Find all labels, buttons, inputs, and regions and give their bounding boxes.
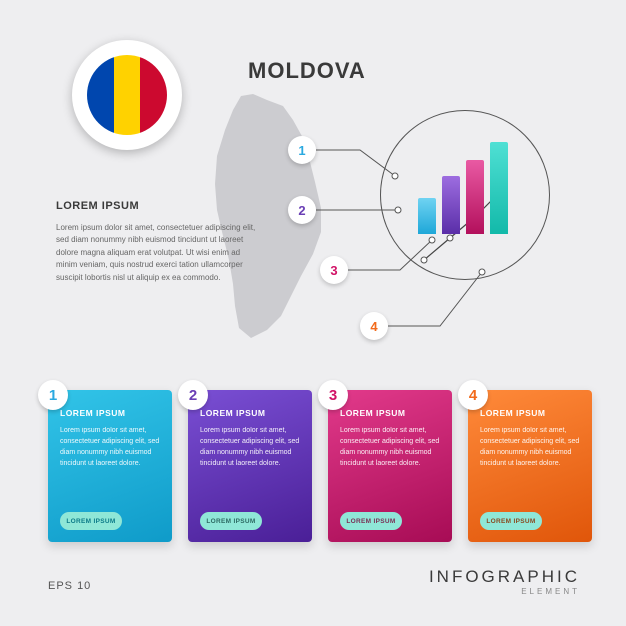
marker-2: 2 bbox=[288, 196, 316, 224]
card-1: 1LOREM IPSUMLorem ipsum dolor sit amet, … bbox=[48, 390, 172, 542]
card-title: LOREM IPSUM bbox=[340, 408, 440, 418]
card-body: Lorem ipsum dolor sit amet, consectetuer… bbox=[200, 426, 300, 469]
card-2: 2LOREM IPSUMLorem ipsum dolor sit amet, … bbox=[188, 390, 312, 542]
card-body: Lorem ipsum dolor sit amet, consectetuer… bbox=[60, 426, 160, 469]
card-body: Lorem ipsum dolor sit amet, consectetuer… bbox=[340, 426, 440, 469]
chart-bar bbox=[466, 160, 484, 234]
card-title: LOREM IPSUM bbox=[480, 408, 580, 418]
marker-4: 4 bbox=[360, 312, 388, 340]
card-badge: 4 bbox=[458, 380, 488, 410]
intro-body: Lorem ipsum dolor sit amet, consectetuer… bbox=[56, 222, 256, 284]
chart-bar bbox=[442, 176, 460, 234]
card-button[interactable]: LOREM IPSUM bbox=[480, 512, 542, 530]
card-button[interactable]: LOREM IPSUM bbox=[200, 512, 262, 530]
card-button[interactable]: LOREM IPSUM bbox=[60, 512, 122, 530]
card-title: LOREM IPSUM bbox=[60, 408, 160, 418]
flag-disc bbox=[72, 40, 182, 150]
card-4: 4LOREM IPSUMLorem ipsum dolor sit amet, … bbox=[468, 390, 592, 542]
card-button[interactable]: LOREM IPSUM bbox=[340, 512, 402, 530]
footer-line1: INFOGRAPHIC bbox=[429, 567, 580, 587]
bar-chart bbox=[380, 110, 550, 280]
eps-badge: EPS 10 bbox=[48, 580, 91, 592]
intro-text: LOREM IPSUM Lorem ipsum dolor sit amet, … bbox=[56, 200, 256, 284]
card-title: LOREM IPSUM bbox=[200, 408, 300, 418]
card-badge: 1 bbox=[38, 380, 68, 410]
card-body: Lorem ipsum dolor sit amet, consectetuer… bbox=[480, 426, 580, 469]
chart-bar bbox=[418, 198, 436, 234]
footer-branding: INFOGRAPHIC ELEMENT bbox=[429, 567, 580, 596]
footer-line2: ELEMENT bbox=[429, 587, 580, 596]
cards-row: 1LOREM IPSUMLorem ipsum dolor sit amet, … bbox=[48, 390, 592, 542]
flag-icon bbox=[87, 55, 167, 135]
marker-1: 1 bbox=[288, 136, 316, 164]
chart-bar bbox=[490, 142, 508, 234]
card-3: 3LOREM IPSUMLorem ipsum dolor sit amet, … bbox=[328, 390, 452, 542]
page-title: MOLDOVA bbox=[248, 58, 366, 84]
card-badge: 2 bbox=[178, 380, 208, 410]
marker-3: 3 bbox=[320, 256, 348, 284]
intro-heading: LOREM IPSUM bbox=[56, 200, 256, 212]
card-badge: 3 bbox=[318, 380, 348, 410]
